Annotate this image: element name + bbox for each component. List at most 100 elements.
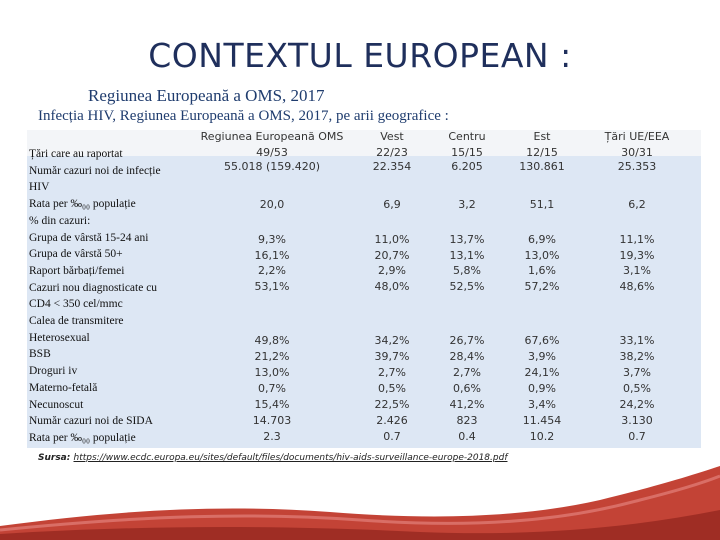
cell-group: 26,7% 28,4% 2,7% 0,6% 41,2% 823 0.4 xyxy=(427,333,507,445)
cell-group: 6,9 xyxy=(357,198,427,212)
cell-group: 34,2% 39,7% 2,7% 0,5% 22,5% 2.426 0.7 xyxy=(357,333,427,445)
cell-group: 6,2 xyxy=(582,198,692,212)
cell: 823 xyxy=(456,414,478,427)
cell: 13,0% xyxy=(524,248,560,262)
cell: 0,9% xyxy=(528,382,556,395)
cell-group: 20,0 xyxy=(197,198,347,212)
cell: 38,2% xyxy=(619,350,655,363)
row-label: Grupa de vârstă 15-24 ani xyxy=(29,231,149,244)
cell: 6,9% xyxy=(528,233,556,246)
cell: 33,1% xyxy=(619,334,655,347)
data-table: Regiunea Europeană OMS Vest Centru Est Ț… xyxy=(27,130,701,448)
cell: 2.3 xyxy=(263,430,281,443)
cell: 3,4% xyxy=(528,398,556,411)
cell: 22,5% xyxy=(374,398,410,411)
cell-group: 67,6% 3,9% 24,1% 0,9% 3,4% 11.454 10.2 xyxy=(507,333,577,445)
cell-group: 15/15 6.205 xyxy=(427,146,507,174)
cell: 5,8% xyxy=(453,264,481,277)
row-label: Heterosexual xyxy=(29,331,90,344)
cell: 49,8% xyxy=(254,334,290,347)
header-who-region: Regiunea Europeană OMS xyxy=(200,130,344,143)
cell-group: 49,8% 21,2% 13,0% 0,7% 15,4% 14.703 2.3 xyxy=(197,333,347,445)
cell: 67,6% xyxy=(524,334,560,347)
cell: 24,1% xyxy=(524,366,560,379)
row-labels: Țări care au raportat Număr cazuri noi d… xyxy=(29,146,161,447)
cell-group: 13,7% 13,1% 5,8% 52,5% xyxy=(427,232,507,294)
header-vest: Vest xyxy=(380,130,404,143)
cell: 55.018 (159.420) xyxy=(223,160,321,173)
cell: 12/15 xyxy=(526,146,558,159)
cell: 0,5% xyxy=(623,382,651,395)
cell: 13,0% xyxy=(254,366,290,379)
cell: 10.2 xyxy=(529,430,555,443)
page-title: CONTEXTUL EUROPEAN : xyxy=(148,36,572,75)
row-label: Rata per ‰₀₀ populație xyxy=(29,431,136,444)
source-note: Sursa: https://www.ecdc.europa.eu/sites/… xyxy=(38,453,507,463)
cell: 15,4% xyxy=(254,398,290,411)
cell-group: 3,2 xyxy=(427,198,507,212)
cell-group: 51,1 xyxy=(507,198,577,212)
awareness-ribbon-graphic xyxy=(0,466,720,540)
cell: 26,7% xyxy=(449,334,485,347)
cell: 2,7% xyxy=(378,366,406,379)
subtitle-region: Regiunea Europeană a OMS, 2017 xyxy=(88,86,325,105)
cell: 0.4 xyxy=(458,430,476,443)
subtitle-hiv: Infecția HIV, Regiunea Europeană a OMS, … xyxy=(38,108,449,124)
row-label: Calea de transmitere xyxy=(29,315,124,328)
cell: 3,1% xyxy=(623,264,651,277)
cell: 22/23 xyxy=(376,146,408,159)
cell: 51,1 xyxy=(529,198,555,211)
cell: 24,2% xyxy=(619,398,655,411)
cell: 20,7% xyxy=(374,248,410,262)
row-label: Droguri iv xyxy=(29,365,78,378)
cell: 53,1% xyxy=(254,279,290,293)
cell: 3,2 xyxy=(458,198,476,211)
cell-group: 30/31 25.353 xyxy=(582,146,692,174)
cell-group: 33,1% 38,2% 3,7% 0,5% 24,2% 3.130 0.7 xyxy=(582,333,692,445)
row-label: Raport bărbați/femei xyxy=(29,264,125,277)
header-band xyxy=(27,130,701,156)
cell: 0.7 xyxy=(628,430,646,443)
cell: 25.353 xyxy=(617,160,657,173)
cell: 16,1% xyxy=(254,248,290,262)
cell: 9,3% xyxy=(258,233,286,246)
cell: 11,0% xyxy=(374,233,410,246)
row-label: Rata per ‰₀₀ populație xyxy=(29,198,136,211)
cell: 15/15 xyxy=(451,146,483,159)
row-label: Grupa de vârstă 50+ xyxy=(29,248,123,261)
source-link[interactable]: https://www.ecdc.europa.eu/sites/default… xyxy=(73,453,508,463)
cell: 11.454 xyxy=(522,414,562,427)
cell: 19,3% xyxy=(619,248,655,262)
cell-group: 9,3% 16,1% 2,2% 53,1% xyxy=(197,232,347,294)
cell: 20,0 xyxy=(259,198,285,211)
cell: 0,6% xyxy=(453,382,481,395)
cell: 130.861 xyxy=(519,160,565,173)
header-centru: Centru xyxy=(448,130,486,143)
row-label: BSB xyxy=(29,348,51,361)
row-label: Cazuri nou diagnosticate cu xyxy=(29,281,158,294)
row-label: Număr cazuri noi de infecție xyxy=(29,164,161,177)
cell-group: 49/53 55.018 (159.420) xyxy=(197,146,347,174)
header-est: Est xyxy=(533,130,551,143)
cell: 48,0% xyxy=(374,279,410,293)
row-label: CD4 < 350 cel/mmc xyxy=(29,298,123,311)
cell: 57,2% xyxy=(524,279,560,293)
cell: 2,7% xyxy=(453,366,481,379)
cell: 6.205 xyxy=(451,160,483,173)
cell: 2,9% xyxy=(378,264,406,277)
cell: 13,1% xyxy=(449,248,485,262)
cell: 6,2 xyxy=(628,198,646,211)
cell: 3,9% xyxy=(528,350,556,363)
cell: 11,1% xyxy=(619,233,655,246)
cell: 39,7% xyxy=(374,350,410,363)
header-eu-eea: Țări UE/EEA xyxy=(604,130,670,143)
row-label: Necunoscut xyxy=(29,398,84,411)
cell: 1,6% xyxy=(528,264,556,277)
cell: 41,2% xyxy=(449,398,485,411)
cell: 22.354 xyxy=(372,160,412,173)
cell-group: 12/15 130.861 xyxy=(507,146,577,174)
cell-group: 11,1% 19,3% 3,1% 48,6% xyxy=(582,232,692,294)
cell: 0,5% xyxy=(378,382,406,395)
cell: 3.130 xyxy=(621,414,653,427)
cell-group: 11,0% 20,7% 2,9% 48,0% xyxy=(357,232,427,294)
